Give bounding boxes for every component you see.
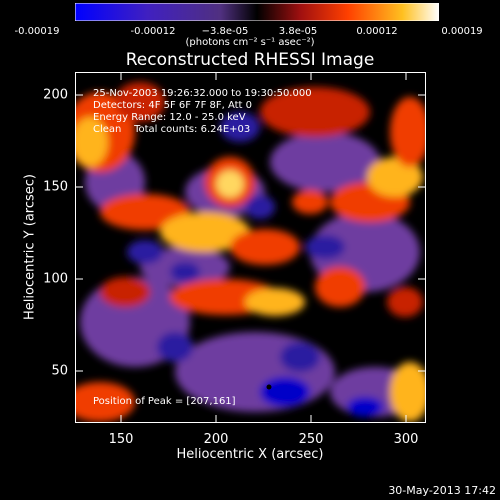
peak-marker: [266, 384, 272, 390]
clean-info: Clean Total counts: 6.24E+03: [93, 124, 251, 135]
colorbar-tick-label: -0.00019: [14, 26, 60, 37]
intensity-map: [75, 72, 426, 423]
colorbar-tick-label: −3.8e-05: [201, 26, 249, 37]
y-tick-label: 100: [43, 271, 68, 287]
x-tick-label: 150: [108, 432, 134, 447]
observation-time: 25-Nov-2003 19:26:32.000 to 19:30:50.000: [93, 88, 312, 99]
peak-position-label: Position of Peak = [207,161]: [93, 396, 236, 407]
colorbar-tick-label: 3.8e-05: [278, 26, 318, 37]
colorbar-tick-label: -0.00012: [130, 26, 176, 37]
rhessi-image-plot: [75, 72, 426, 423]
colorbar-tick-label: 0.00012: [356, 26, 398, 37]
colorbar: [75, 3, 439, 21]
colorbar-tick-label: 0.00019: [441, 26, 483, 37]
x-tick-label: 300: [393, 432, 419, 447]
detectors-info: Detectors: 4F 5F 6F 7F 8F, Att 0: [93, 100, 253, 111]
colorbar-units-label: (photons cm⁻² s⁻¹ asec⁻²): [185, 37, 315, 48]
x-tick-label: 250: [298, 432, 324, 447]
y-tick-label: 200: [43, 87, 68, 103]
energy-range-info: Energy Range: 12.0 - 25.0 keV: [93, 112, 246, 123]
y-axis-label: Heliocentric Y (arcsec): [22, 174, 38, 320]
y-tick-label: 50: [51, 363, 68, 379]
y-tick-label: 150: [43, 179, 68, 195]
x-tick-label: 200: [203, 432, 229, 447]
image-title: Reconstructed RHESSI Image: [125, 50, 375, 70]
x-axis-label: Heliocentric X (arcsec): [176, 447, 324, 462]
generation-timestamp: 30-May-2013 17:42: [388, 484, 496, 497]
